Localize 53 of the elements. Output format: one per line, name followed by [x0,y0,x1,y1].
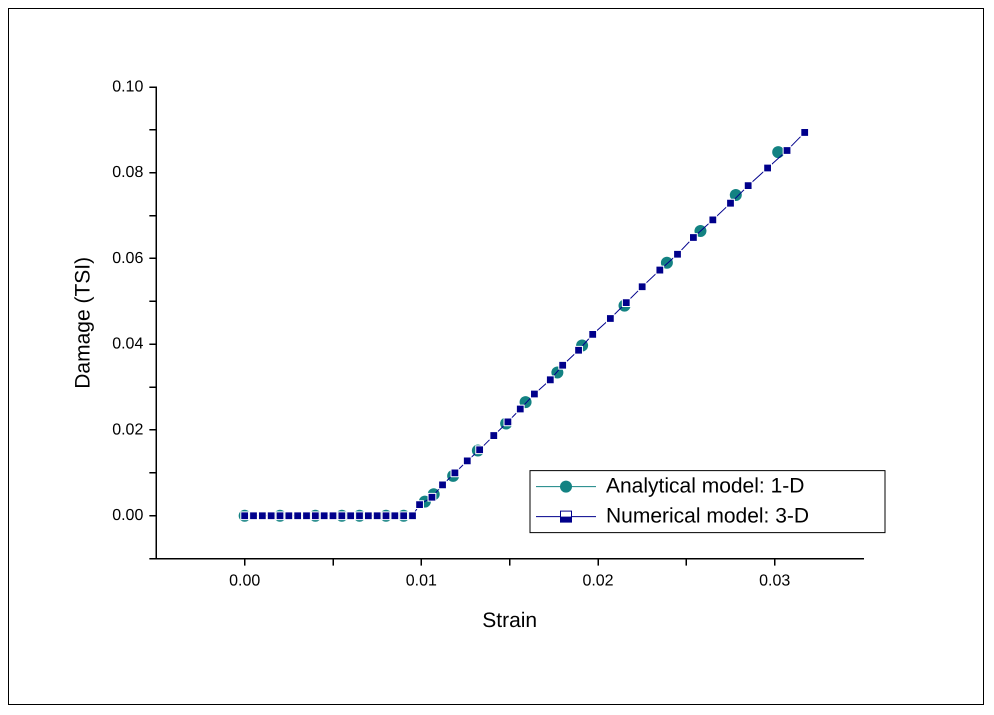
x-tick-label: 0.01 [406,572,438,590]
point [546,375,555,384]
point [462,456,472,466]
point [530,390,539,398]
y-tick-label: 0.04 [112,336,144,353]
point [475,445,484,454]
point [606,314,615,323]
legend-label: Analytical model: 1-D [606,474,804,498]
point [346,511,356,520]
point [408,511,417,520]
y-axis-title: Damage (TSI) [71,256,94,389]
point [516,404,525,414]
point [328,511,338,520]
y-tick-label: 0.06 [112,250,144,267]
point [249,511,258,520]
point [782,146,792,155]
point [673,250,682,259]
point [655,266,664,274]
point [302,511,311,520]
legend-label: Numerical model: 3-D [606,504,810,528]
y-tick-label: 0.08 [112,164,144,182]
x-tick-label: 0.03 [759,572,790,590]
point [372,511,382,520]
point [450,468,460,478]
x-tick-label: 0.00 [229,572,260,590]
point [320,511,329,520]
point [558,360,568,370]
point [574,346,583,355]
point [622,298,631,308]
point [415,500,424,509]
x-tick-label: 0.02 [582,572,614,590]
y-tick-label: 0.00 [112,507,144,524]
point [258,511,267,520]
point [504,417,512,426]
point [489,431,498,440]
point [293,511,302,520]
point [800,128,810,137]
point [390,511,400,520]
y-tick-label: 0.10 [112,78,144,96]
point [284,511,294,520]
y-tick-label: 0.02 [112,421,144,438]
point [588,330,598,339]
point [708,216,718,224]
point [364,511,373,520]
point [438,480,447,490]
point [428,492,436,502]
point [266,511,276,520]
x-axis-title: Strain [482,609,538,632]
point [726,198,735,208]
point [744,181,753,190]
point [638,282,647,292]
point [689,233,698,242]
point [763,164,772,172]
